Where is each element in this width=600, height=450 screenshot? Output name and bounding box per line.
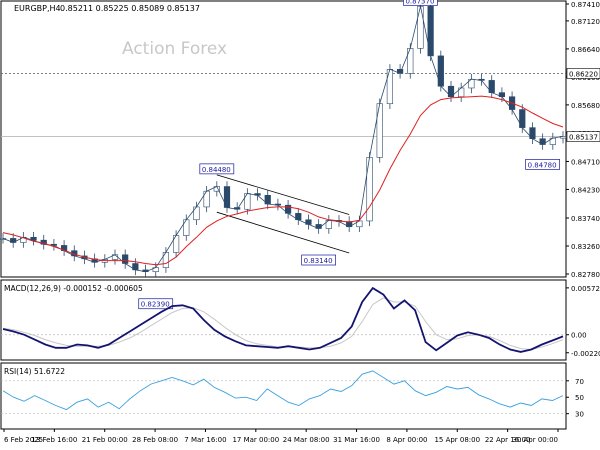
candle-body: [417, 6, 424, 49]
rsi-ytick-label: 50: [575, 394, 584, 402]
price-level-label: 0.85137: [569, 134, 598, 142]
annotation-box: [138, 298, 174, 310]
rsi-title: RSI(14) 51.6722: [4, 367, 65, 376]
annotation-label: 0.84480: [202, 166, 231, 174]
annotation-box: [525, 159, 560, 170]
xtick-label: 7 Mar 16:00: [184, 436, 226, 444]
channel-upper-line: [216, 174, 350, 215]
xtick-label: 21 Feb 00:00: [82, 436, 128, 444]
annotation-label: 0.87370: [405, 0, 434, 5]
candle-body: [407, 48, 414, 74]
price-ytick-label: 0.86640: [571, 46, 600, 54]
price-ytick-label: 0.83740: [571, 215, 600, 223]
rsi-ytick-label: 30: [575, 411, 584, 419]
price-ytick-label: 0.82780: [571, 271, 600, 279]
annotation-label: 0.83140: [304, 257, 333, 265]
price-close-line: [2, 6, 564, 273]
macd-layer: [1, 286, 566, 353]
price-ytick-label: 0.87410: [571, 1, 600, 9]
xtick-label: 17 Mar 00:00: [232, 436, 279, 444]
price-ytick-label: 0.87120: [571, 18, 600, 26]
macd-line: [2, 286, 564, 353]
xtick-label: 13 Feb 16:00: [31, 436, 77, 444]
watermark: Action Forex: [122, 39, 227, 59]
xtick-label: 15 Apr 08:00: [434, 436, 480, 444]
price-level-box: [566, 131, 600, 142]
xtick-label: 30 Apr 00:00: [512, 436, 558, 444]
candle-body: [427, 6, 434, 57]
ma-line: [2, 95, 564, 266]
price-level-box: [566, 68, 600, 79]
macd-title: MACD(12,26,9) -0.000152 -0.000605: [4, 284, 143, 293]
macd-ytick-label: 0.005727: [571, 285, 600, 293]
rsi-panel: [0, 362, 567, 430]
macd-ytick-label: 0.00: [571, 332, 587, 340]
xtick-label: 22 Apr 16:00: [485, 436, 531, 444]
xtick-label: 31 Mar 16:00: [333, 436, 380, 444]
price-layer: 0.87370 0.84480 0.83140 0.82390 0.84780: [0, 0, 567, 310]
price-level-label: 0.86220: [569, 70, 598, 78]
macd-ytick-label: -0.002204: [571, 350, 600, 358]
annotation-box: [403, 0, 438, 6]
xtick-label: 8 Apr 00:00: [386, 436, 427, 444]
symbol-label: EURGBP,H4: [14, 4, 61, 13]
price-ytick-label: 0.84710: [571, 158, 600, 166]
annotation-label: 0.82390: [141, 301, 170, 309]
price-ytick-label: 0.85680: [571, 102, 600, 110]
price-ytick-label: 0.83260: [571, 243, 600, 251]
candle-body: [519, 109, 526, 128]
rsi-line: [2, 370, 564, 411]
ohlc-label: 0.85211 0.85225 0.85089 0.85137: [60, 4, 200, 13]
annotation-label: 0.84780: [528, 161, 557, 169]
axes-layer: 0.874100.871200.866400.861600.856800.852…: [3, 1, 600, 444]
rsi-ytick-label: 70: [575, 378, 584, 386]
xtick-label: 24 Mar 08:00: [283, 436, 330, 444]
price-ytick-label: 0.84230: [571, 186, 600, 194]
price-panel: [0, 0, 567, 278]
annotation-box: [199, 163, 235, 175]
annotation-box: [301, 254, 336, 266]
xtick-label: 6 Feb 2025: [4, 436, 43, 444]
channel-lower-line: [216, 211, 350, 254]
xtick-label: 28 Feb 08:00: [132, 436, 178, 444]
rsi-layer: [1, 370, 566, 415]
